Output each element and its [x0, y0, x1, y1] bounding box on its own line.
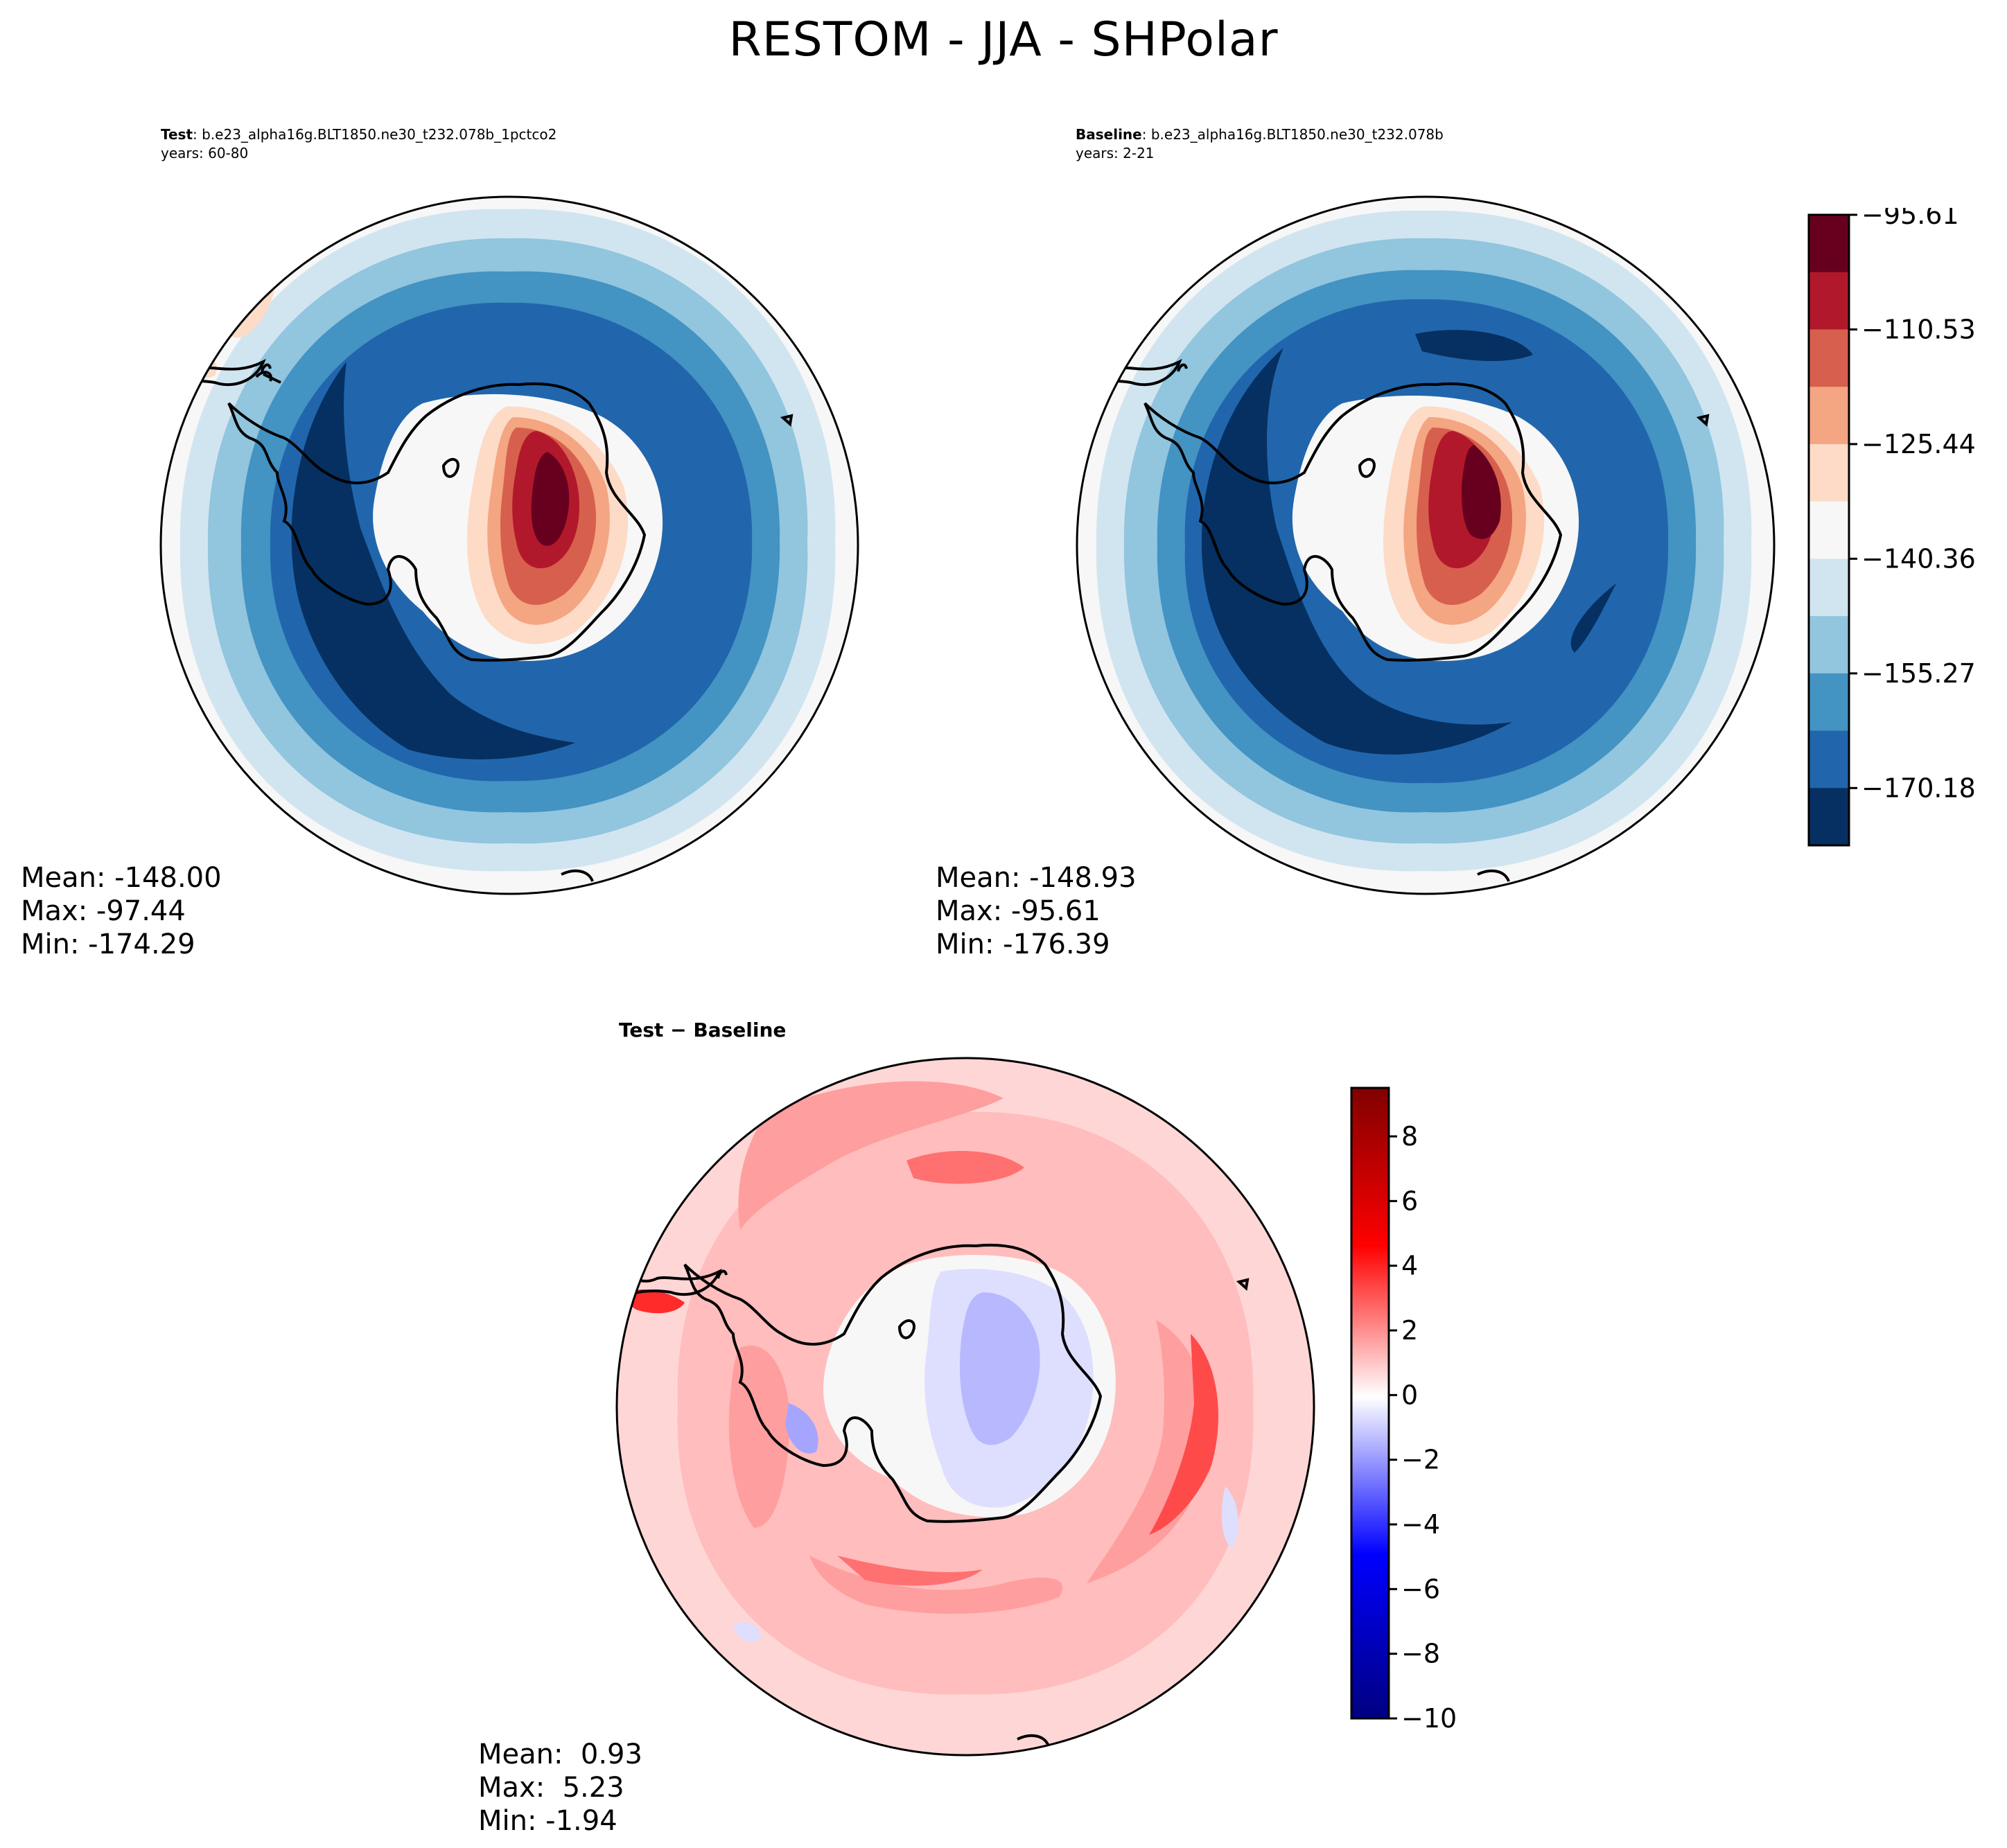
main-colorbar-band — [1809, 730, 1849, 789]
diff-map-boundary — [615, 1057, 1315, 1757]
test-contour-levels — [179, 209, 836, 872]
baseline-label-bold: Baseline — [1076, 126, 1142, 143]
main-colorbar-frame — [1807, 213, 1850, 847]
main-colorbar-band — [1809, 387, 1849, 445]
diff-mean: Mean: 0.93 — [478, 1739, 642, 1770]
diff-colorbar-tick-label: −4 — [1401, 1509, 1440, 1540]
main-colorbar-band — [1809, 443, 1849, 502]
test-label-case: : b.e23_alpha16g.BLT1850.ne30_t232.078b_… — [193, 126, 557, 143]
diff-colorbar-tick-label: 4 — [1401, 1251, 1418, 1281]
main-colorbar-bands — [1809, 215, 1849, 846]
main-colorbar-band — [1809, 215, 1849, 273]
baseline-mean: Mean: -148.93 — [936, 862, 1137, 894]
diff-colorbar-tick-label: −10 — [1401, 1703, 1457, 1734]
diff-colorbar-tick-label: 6 — [1401, 1186, 1418, 1216]
diff-colorbar-tick-label: −6 — [1401, 1574, 1440, 1604]
diff-colorbar-tick-label: 2 — [1401, 1315, 1418, 1346]
diff-colorbar-ticks: 8 6 4 2 0 −2 −4 −6 −8 −10 — [1389, 1121, 1457, 1734]
main-colorbar-tick-label: −155.27 — [1861, 658, 1976, 689]
baseline-panel-title: Baseline: b.e23_alpha16g.BLT1850.ne30_t2… — [1076, 125, 1444, 163]
main-colorbar-band — [1809, 558, 1849, 617]
diff-min: Min: -1.94 — [478, 1805, 617, 1837]
test-map-boundary — [159, 195, 859, 895]
main-colorbar-band — [1809, 272, 1849, 330]
main-colorbar-tick-label: −125.44 — [1861, 429, 1976, 459]
main-colorbar: −95.61 −110.53 −125.44 −140.36 −155.27 −170.1… — [1807, 208, 1976, 847]
main-colorbar-band — [1809, 329, 1849, 387]
test-years: years: 60-80 — [161, 145, 249, 161]
main-colorbar-tick-label: −140.36 — [1861, 543, 1976, 574]
main-colorbar-tick-label: −95.61 — [1861, 208, 1959, 230]
main-colorbar-band — [1809, 673, 1849, 732]
test-min: Min: -174.29 — [21, 929, 195, 960]
diff-max: Max: 5.23 — [478, 1772, 624, 1804]
main-colorbar-tick-label: −110.53 — [1861, 314, 1976, 344]
baseline-min: Min: -176.39 — [936, 929, 1110, 960]
diff-colorbar-tick-label: −8 — [1401, 1639, 1440, 1669]
baseline-years: years: 2-21 — [1076, 145, 1155, 161]
baseline-stats: Mean: -148.93 Max: -95.61 Min: -176.39 — [936, 861, 1137, 961]
diff-colorbar: 8 6 4 2 0 −2 −4 −6 −8 −10 — [1350, 1086, 1457, 1734]
main-colorbar-ticks: −95.61 −110.53 −125.44 −140.36 −155.27 −170.1… — [1849, 208, 1976, 803]
diff-colorbar-tick-label: 0 — [1401, 1380, 1418, 1410]
diff-colorbar-gradient — [1350, 1086, 1390, 1720]
test-polar-map — [159, 195, 859, 895]
diff-panel-title: Test − Baseline — [619, 1019, 787, 1041]
test-panel-title: Test: b.e23_alpha16g.BLT1850.ne30_t232.0… — [161, 125, 556, 163]
diff-contour-levels — [627, 1081, 1254, 1695]
diff-polar-map — [615, 1057, 1315, 1757]
main-colorbar-band — [1809, 501, 1849, 559]
baseline-contour-levels — [1096, 210, 1752, 872]
diff-coastline — [617, 1243, 1250, 1747]
main-colorbar-band — [1809, 616, 1849, 674]
test-mean: Mean: -148.00 — [21, 862, 222, 894]
diff-colorbar-tick-label: 8 — [1401, 1121, 1418, 1152]
baseline-map-boundary — [1076, 195, 1776, 895]
diff-stats: Mean: 0.93 Max: 5.23 Min: -1.94 — [478, 1738, 642, 1838]
main-colorbar-band — [1809, 788, 1849, 846]
test-label-bold: Test — [161, 126, 193, 143]
test-stats: Mean: -148.00 Max: -97.44 Min: -174.29 — [21, 861, 222, 961]
diff-colorbar-tick-label: −2 — [1401, 1445, 1440, 1475]
baseline-max: Max: -95.61 — [936, 895, 1101, 927]
main-colorbar-tick-label: −170.18 — [1861, 773, 1976, 803]
baseline-polar-map — [1076, 195, 1776, 895]
figure-title: RESTOM - JJA - SHPolar — [728, 12, 1279, 67]
baseline-label-case: : b.e23_alpha16g.BLT1850.ne30_t232.078b — [1141, 126, 1444, 143]
test-max: Max: -97.44 — [21, 895, 186, 927]
